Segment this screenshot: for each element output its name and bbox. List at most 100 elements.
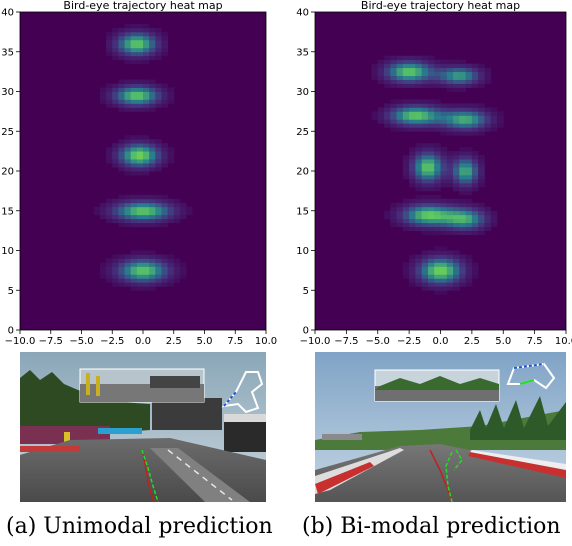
heatmap-cell: [118, 254, 125, 259]
heatmap-cell: [118, 218, 125, 224]
heatmap-cell: [427, 182, 435, 188]
heatmap-cell: [402, 127, 410, 132]
predicted-path-green-1: [445, 451, 453, 503]
heatmap-cell: [136, 274, 144, 279]
heatmap-cell: [124, 107, 132, 112]
heatmap-cell: [478, 206, 485, 212]
heatmap-cell: [459, 198, 466, 204]
heatmap-cell: [186, 206, 193, 212]
heatmap-cell: [427, 143, 435, 148]
heatmap-cell: [106, 214, 113, 220]
heatmap-cell: [161, 218, 168, 224]
heatmap-cell: [409, 171, 416, 176]
heatmap-cell: [421, 163, 429, 168]
heatmap-cell: [471, 155, 479, 160]
heatmap-cell: [421, 282, 429, 287]
heatmap-cell: [118, 147, 125, 152]
caption-bimodal: (b) Bi-modal prediction: [302, 514, 561, 539]
heatmap-cell: [149, 79, 156, 84]
heatmap-cell: [421, 270, 429, 275]
heatmap-cell: [112, 95, 119, 100]
heatmap-cell: [143, 103, 150, 108]
heatmap-cell: [415, 202, 423, 208]
chart-title: Bird-eye trajectory heat map: [361, 0, 520, 12]
heatmap-cell: [396, 99, 404, 104]
heatmap-cell: [471, 230, 479, 236]
heatmap-cell: [409, 182, 416, 188]
heatmap-cell: [167, 266, 175, 271]
heatmap-cell: [149, 258, 156, 263]
heatmap-cell: [459, 147, 466, 152]
heatmap-cell: [167, 282, 175, 287]
heatmap-cell: [409, 218, 416, 224]
heatmap-cell: [465, 206, 473, 212]
heatmap-cell: [465, 210, 473, 216]
heatmap-cell: [427, 210, 435, 216]
heatmap-cell: [390, 202, 397, 208]
x-tick-label: −10.0: [300, 336, 331, 347]
heatmap-cell: [465, 254, 473, 259]
heatmap-cell: [143, 262, 150, 267]
heatmap-cell: [118, 35, 125, 41]
heatmap-cell: [465, 63, 473, 69]
heatmap-cell: [143, 222, 150, 228]
heatmap-cell: [471, 107, 479, 112]
heatmap-cell: [440, 202, 448, 208]
heatmap-cells: [371, 55, 504, 295]
heatmap-cell: [490, 127, 498, 132]
heatmap-cell: [446, 258, 454, 263]
heatmap-cell: [471, 218, 479, 224]
heatmap-cell: [421, 218, 429, 224]
heatmap-cell: [130, 95, 138, 100]
heatmap-cell: [124, 202, 132, 208]
heatmap-cell: [434, 226, 441, 232]
heatmap-cell: [155, 210, 162, 216]
heatmap-cell: [427, 99, 435, 104]
heatmap-cell: [446, 119, 454, 124]
heatmap-cell: [484, 119, 492, 124]
heatmap-cell: [415, 75, 423, 80]
heatmap-cell: [124, 155, 132, 160]
heatmap-cell: [446, 71, 454, 76]
heatmap-cell: [434, 67, 441, 73]
heatmap-cell: [130, 278, 138, 283]
heatmap-cell: [143, 43, 150, 49]
heatmap-cell: [124, 27, 132, 33]
heatmap-cell: [396, 218, 404, 224]
heatmap-cell: [390, 218, 397, 224]
y-tick-label: 35: [1, 47, 14, 58]
heatmap-cell: [459, 171, 466, 176]
heatmap-cell: [409, 178, 416, 184]
heatmap-cell: [136, 35, 144, 41]
y-tick-label: 20: [1, 167, 14, 178]
heatmap-cell: [136, 214, 144, 220]
heatmap-cell: [155, 159, 162, 164]
heatmap-cell: [112, 43, 119, 49]
heatmap-cell: [396, 63, 404, 69]
heatmap-cell: [453, 151, 460, 156]
heatmap-cell: [459, 254, 466, 259]
heatmap-cell: [421, 254, 429, 259]
heatmap-cell: [402, 79, 410, 84]
heatmap-cell: [453, 206, 460, 212]
heatmap-cell: [421, 266, 429, 271]
heatmap-cell: [112, 198, 119, 204]
heatmap-cell: [390, 222, 397, 228]
heatmap-cell: [409, 115, 416, 120]
heatmap-cell: [440, 103, 448, 108]
heatmap-cell: [149, 103, 156, 108]
heatmap-cell: [402, 63, 410, 69]
heatmap-cell: [130, 159, 138, 164]
heatmap-cell: [136, 147, 144, 152]
heatmap-cell: [130, 266, 138, 271]
heatmap-cell: [112, 159, 119, 164]
heatmap-cell: [136, 91, 144, 96]
heatmap-cell: [106, 31, 113, 37]
heatmap-cell: [446, 262, 454, 267]
heatmap-cell: [377, 59, 385, 65]
heatmap-cell: [478, 115, 485, 120]
heatmap-cell: [112, 163, 119, 168]
heatmap-cell: [471, 186, 479, 192]
heatmap-cell: [440, 214, 448, 220]
